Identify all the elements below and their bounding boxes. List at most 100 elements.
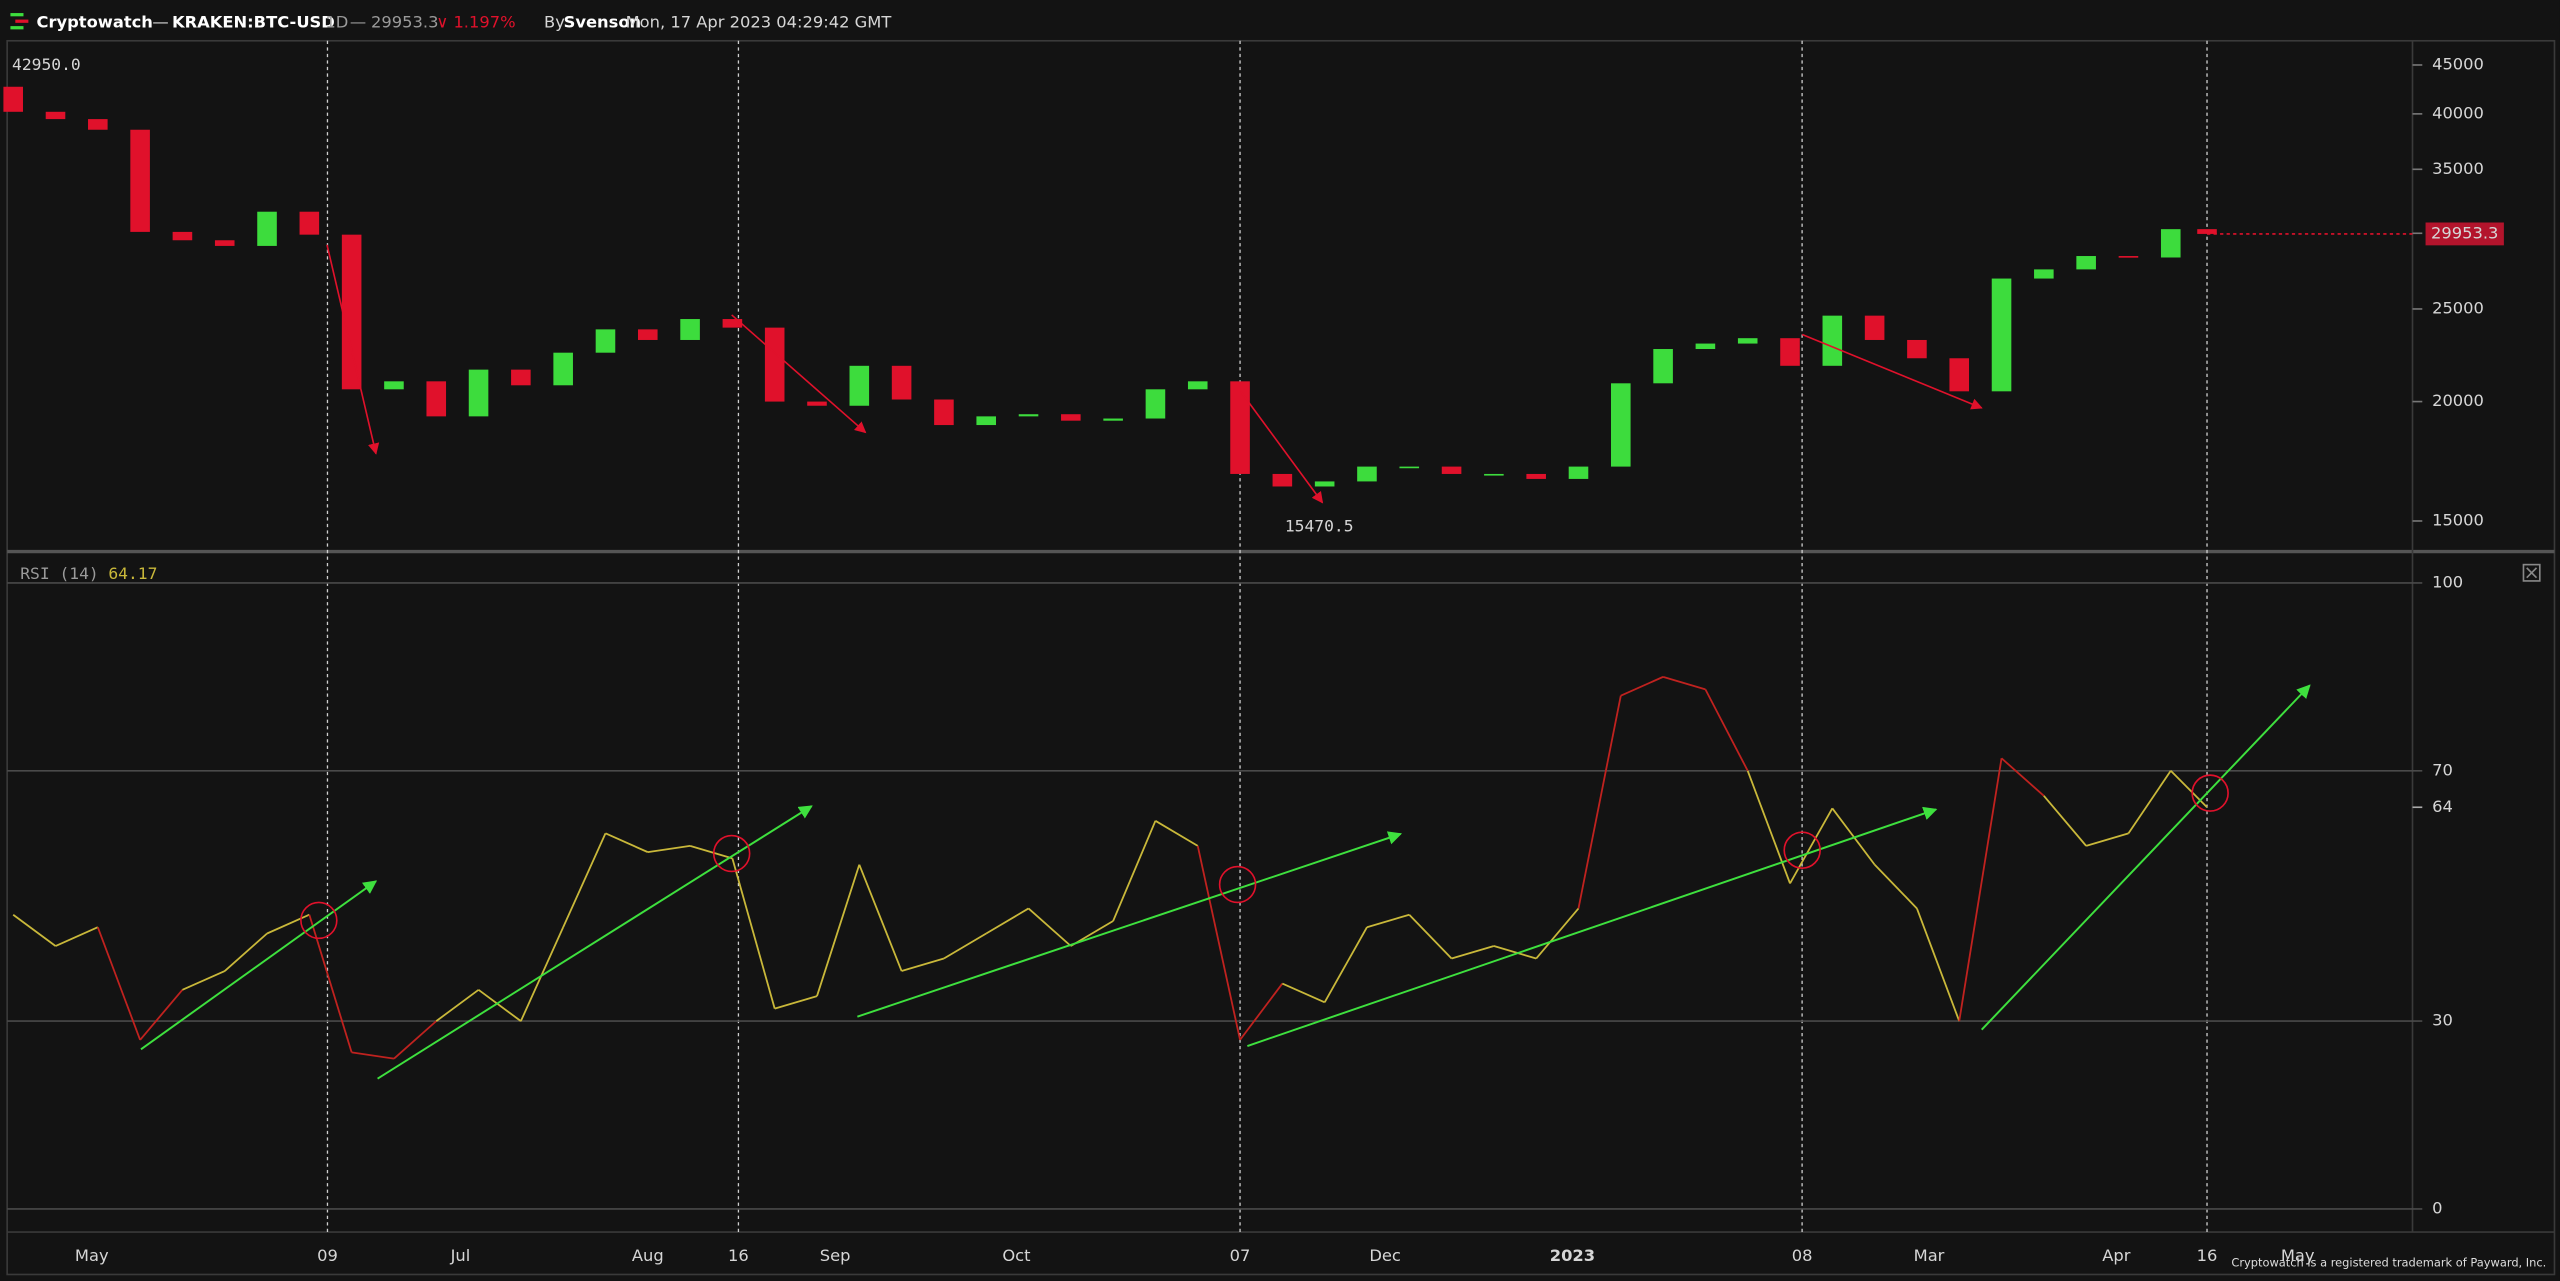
x-tick-label: 08	[1792, 1246, 1813, 1265]
rsi-segment	[96, 926, 141, 1041]
close-button[interactable]	[2522, 563, 2541, 582]
circle	[1783, 831, 1821, 869]
trend-arrow	[377, 805, 813, 1080]
price-arrow	[326, 244, 380, 455]
candle	[341, 234, 362, 390]
price-arrows	[326, 244, 1983, 504]
rsi-segment	[1704, 688, 1749, 772]
rsi-segment	[1789, 807, 1834, 884]
rsi-segment	[1577, 695, 1622, 909]
rsi-segment	[55, 926, 99, 947]
x-tick-label: Sep	[820, 1246, 851, 1265]
candle	[680, 319, 700, 340]
x-tick-label: May	[75, 1246, 109, 1265]
footer: Cryptowatch is a registered trademark of…	[2231, 1256, 2546, 1270]
rsi-segment	[2043, 795, 2087, 847]
y-tick-label: 40000	[2432, 103, 2484, 122]
trend-arrow	[1247, 806, 1938, 1047]
candle	[722, 319, 743, 328]
candle	[891, 365, 912, 400]
candle	[1399, 466, 1420, 469]
last-price-label: 29953.3	[2431, 223, 2498, 242]
x-tick-label: Apr	[2102, 1246, 2130, 1265]
frame	[6, 39, 2556, 1276]
candle	[45, 111, 66, 120]
rsi-segment	[1535, 907, 1580, 960]
candle	[1145, 389, 1166, 419]
trend-arrow	[140, 880, 378, 1051]
rsi-segment	[1112, 820, 1157, 922]
candle	[1822, 315, 1843, 366]
candle	[214, 240, 235, 246]
y-tick-label: 35000	[2432, 159, 2484, 178]
rsi-segment	[1451, 945, 1495, 960]
rsi-segment	[393, 1020, 437, 1060]
candle	[1357, 466, 1377, 482]
y-tick-label: 30	[2432, 1011, 2453, 1030]
rsi-segment	[605, 832, 649, 853]
rsi-segment	[266, 913, 310, 935]
candle	[2076, 256, 2096, 270]
rsi-segment	[2000, 757, 2045, 797]
circle	[300, 901, 338, 940]
candle	[2197, 229, 2217, 234]
x-tick-label: 07	[1230, 1246, 1251, 1265]
close-icon[interactable]	[2526, 567, 2538, 579]
close-box[interactable]	[2522, 563, 2541, 582]
rsi-segment	[2127, 770, 2172, 834]
candle	[1230, 381, 1250, 474]
high-label: 42950.0	[12, 55, 81, 74]
rsi-segment	[1323, 926, 1368, 1003]
indicator-name: RSI (14)	[20, 564, 99, 583]
price-arrow	[1240, 391, 1324, 504]
rsi-segment	[351, 1051, 395, 1060]
rsi-segment	[816, 864, 861, 997]
rsi-segment	[1958, 758, 2003, 1022]
candle	[1526, 473, 1546, 479]
rsi-segment	[1408, 914, 1453, 960]
x-tick-label: Aug	[632, 1246, 664, 1265]
candle	[637, 329, 658, 340]
trend-arrows	[140, 684, 2311, 1080]
rsi-segment	[1281, 982, 1326, 1004]
brand[interactable]: Cryptowatch	[37, 12, 153, 31]
candle	[1611, 383, 1631, 467]
interval[interactable]: 1D	[325, 12, 348, 31]
candle	[1991, 278, 2012, 392]
x-tick-label: 16	[2197, 1246, 2218, 1265]
separator: —	[350, 12, 366, 31]
rsi-segment	[1027, 907, 1072, 947]
x-tick-label: Mar	[1914, 1246, 1945, 1265]
y-tick-label: 70	[2432, 760, 2453, 779]
rsi-segment	[689, 845, 733, 860]
candle	[1695, 343, 1716, 350]
indicator-value: 64.17	[108, 564, 157, 583]
rsi-segment	[1493, 945, 1537, 960]
x-tick-label: Jul	[450, 1246, 471, 1265]
candle	[553, 352, 573, 386]
rsi-segment	[731, 858, 776, 1009]
rsi-segment	[1831, 807, 1876, 866]
rsi-segment	[435, 989, 480, 1022]
candle	[468, 369, 489, 417]
candle	[299, 211, 320, 235]
header: Cryptowatch — KRAKEN:BTC-USD 1D — 29953.…	[10, 12, 891, 31]
by: By	[544, 12, 565, 31]
candle	[1737, 338, 1758, 344]
rsi-segment	[985, 907, 1029, 935]
rsi-segment	[1366, 913, 1410, 929]
candle	[1484, 473, 1504, 476]
candle	[1187, 381, 1208, 390]
candle	[2118, 256, 2139, 258]
rsi-segment	[1239, 983, 1284, 1041]
market[interactable]: KRAKEN:BTC-USD	[172, 12, 335, 31]
timestamp: Mon, 17 Apr 2023 04:29:42 GMT	[626, 12, 892, 31]
rsi-segment	[520, 926, 564, 1022]
rsi-segment	[478, 989, 522, 1022]
candle	[1568, 466, 1589, 479]
author[interactable]: Svenson	[564, 12, 642, 31]
rsi-segment	[1154, 820, 1199, 847]
rsi-segment	[1916, 908, 1961, 1022]
